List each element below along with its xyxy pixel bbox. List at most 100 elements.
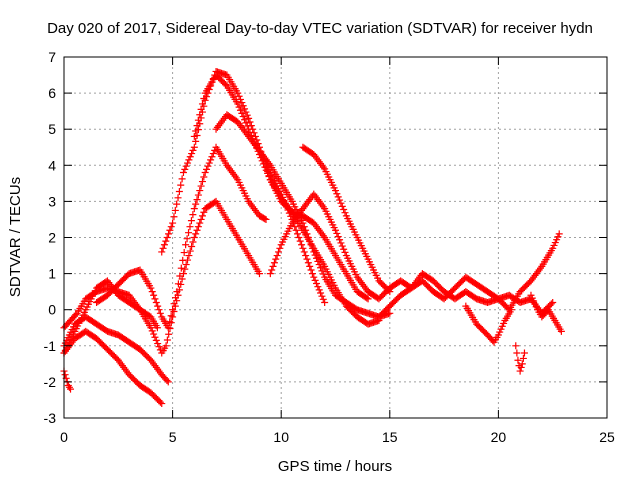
data-point xyxy=(312,254,320,262)
data-point xyxy=(208,153,216,161)
data-point xyxy=(153,324,161,332)
data-point xyxy=(318,267,326,275)
data-point xyxy=(300,223,308,231)
data-point xyxy=(261,215,269,223)
data-point xyxy=(285,209,293,217)
data-point xyxy=(239,102,247,110)
data-point xyxy=(192,127,200,135)
data-point xyxy=(200,95,208,103)
data-point xyxy=(317,264,325,272)
data-point xyxy=(315,261,323,269)
data-point xyxy=(163,336,171,344)
data-point xyxy=(148,327,156,335)
data-point xyxy=(507,306,515,314)
data-point xyxy=(158,400,166,408)
data-point xyxy=(303,230,311,238)
series-arc-13 xyxy=(364,230,563,314)
data-point xyxy=(181,265,189,273)
data-point xyxy=(241,116,249,124)
y-tick-label: -3 xyxy=(44,410,57,426)
data-point xyxy=(186,153,194,161)
data-point xyxy=(276,244,284,252)
data-point xyxy=(187,217,195,225)
data-point xyxy=(166,318,174,326)
x-tick-label: 0 xyxy=(60,429,68,445)
y-tick-label: 6 xyxy=(48,85,56,101)
data-point xyxy=(519,354,527,362)
data-point xyxy=(242,108,250,116)
data-point xyxy=(185,252,193,260)
data-point xyxy=(321,298,329,306)
data-point xyxy=(169,306,177,314)
data-point xyxy=(341,248,349,256)
data-point xyxy=(262,215,270,223)
data-point xyxy=(245,114,253,122)
data-point xyxy=(340,206,348,214)
data-point xyxy=(173,288,181,296)
data-point xyxy=(61,371,69,379)
data-point xyxy=(188,243,196,251)
data-point xyxy=(268,266,276,274)
data-point xyxy=(164,378,172,386)
data-point xyxy=(205,159,213,167)
y-tick-label: 2 xyxy=(48,230,56,246)
data-point xyxy=(185,229,193,237)
data-point xyxy=(299,244,307,252)
series-arc-4 xyxy=(60,327,166,408)
data-point xyxy=(148,288,156,296)
data-point xyxy=(239,113,247,121)
data-point xyxy=(312,280,320,288)
data-point xyxy=(147,284,155,292)
x-tick-label: 5 xyxy=(169,429,177,445)
data-point xyxy=(306,237,314,245)
data-point xyxy=(281,200,289,208)
data-point xyxy=(287,212,295,220)
series-arc-16 xyxy=(512,342,528,375)
data-point xyxy=(332,226,339,234)
data-point xyxy=(171,206,179,214)
series-arc-11 xyxy=(266,190,372,296)
data-point xyxy=(517,363,525,371)
data-point xyxy=(341,209,349,217)
data-point xyxy=(319,295,327,303)
data-point xyxy=(516,367,524,375)
data-point xyxy=(314,257,322,265)
data-point xyxy=(308,270,316,278)
data-point xyxy=(307,241,315,249)
data-point xyxy=(317,289,325,297)
data-point xyxy=(185,156,193,164)
data-point xyxy=(197,215,205,223)
data-point xyxy=(512,342,520,350)
data-point xyxy=(270,259,278,267)
data-point xyxy=(198,178,206,186)
data-point xyxy=(160,241,168,249)
series-arc-5 xyxy=(60,313,172,386)
x-tick-label: 20 xyxy=(491,429,507,445)
data-point xyxy=(175,187,183,195)
data-point xyxy=(273,252,281,260)
data-point xyxy=(184,159,192,167)
data-point xyxy=(296,237,304,245)
data-point xyxy=(334,193,342,201)
series-arc-7 xyxy=(158,67,372,303)
data-point xyxy=(167,223,175,231)
x-tick-label: 15 xyxy=(382,429,398,445)
data-point xyxy=(154,302,162,310)
data-point xyxy=(189,146,197,154)
series-arc-15 xyxy=(462,302,515,346)
data-point xyxy=(209,150,217,158)
y-tick-label: 0 xyxy=(48,302,56,318)
data-point xyxy=(174,280,182,288)
data-point xyxy=(200,208,208,216)
data-point xyxy=(182,241,190,249)
data-point xyxy=(241,105,249,113)
data-point xyxy=(194,223,202,231)
data-point xyxy=(167,319,175,327)
axis-ticks: -3 -2 -1 0 1 2 3 4 5 6 7 0 5 10 15 20 25 xyxy=(44,49,615,445)
data-point xyxy=(302,252,310,260)
data-point xyxy=(303,255,311,263)
data-point xyxy=(234,89,242,97)
data-point xyxy=(513,349,521,357)
y-tick-label: 3 xyxy=(48,193,56,209)
